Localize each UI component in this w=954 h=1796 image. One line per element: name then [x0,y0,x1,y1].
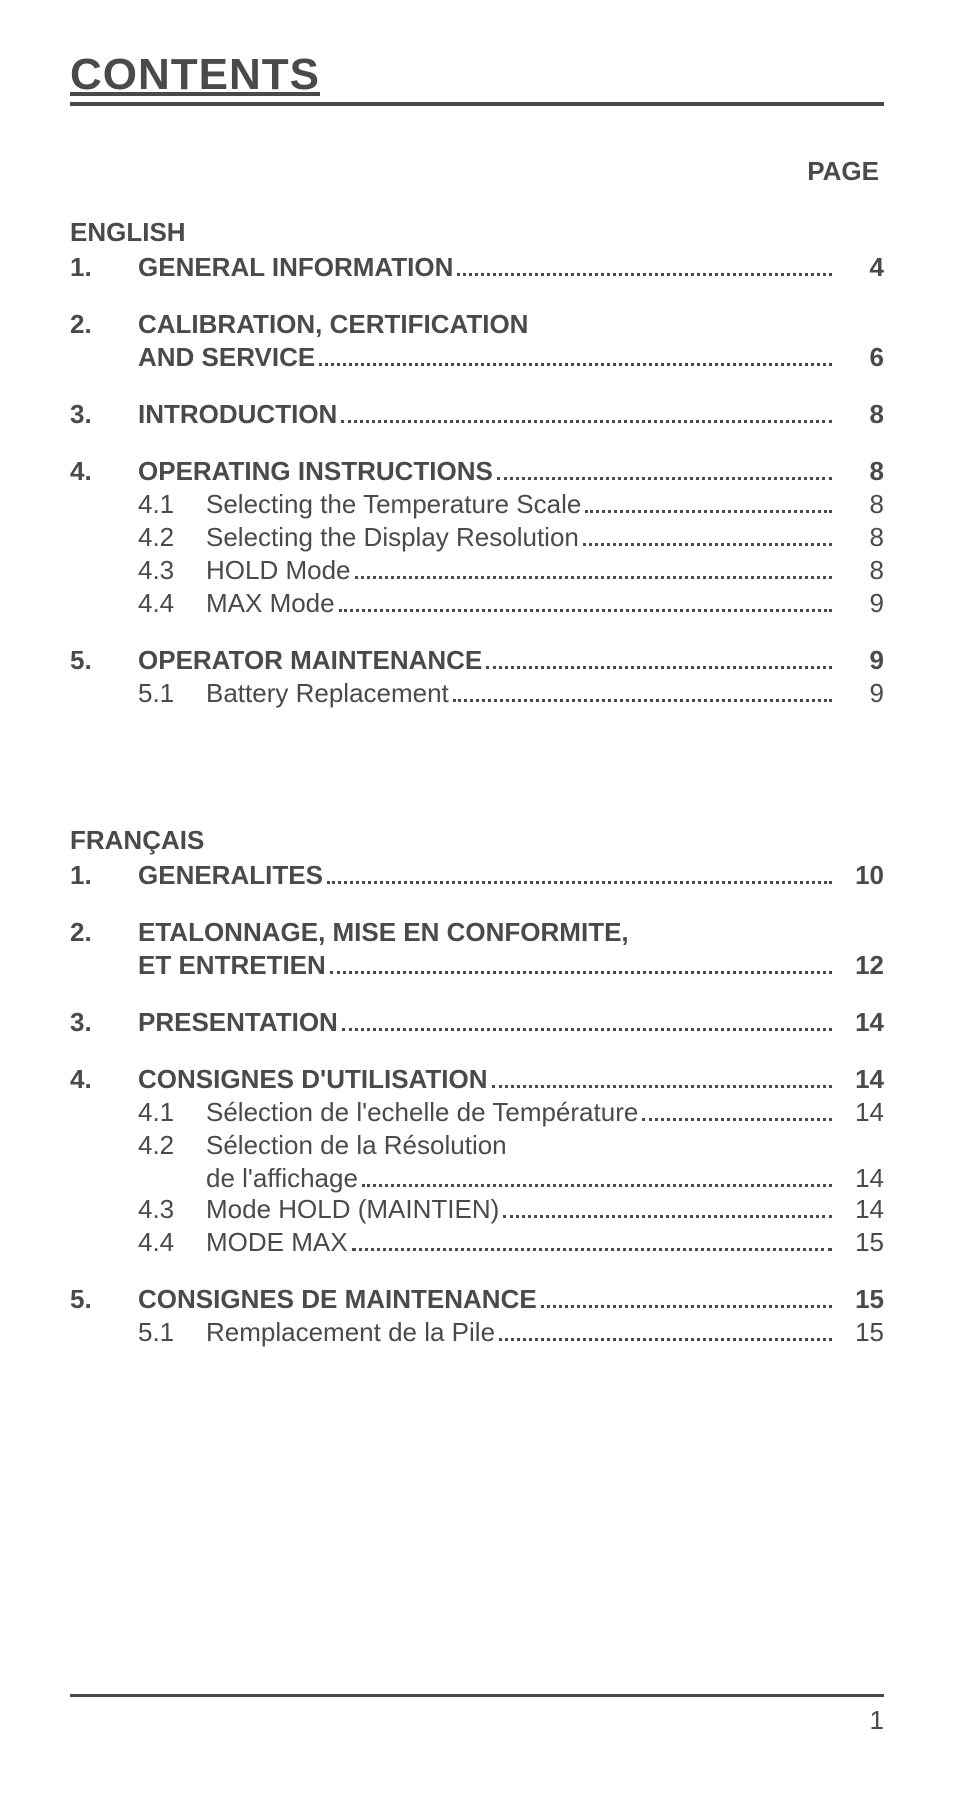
toc-subentry-text: Mode HOLD (MAINTIEN) [206,1194,499,1225]
toc-subentry-page: 9 [838,678,884,709]
toc-subentry-number: 4.4 [138,1227,206,1258]
toc-entry-text: CONSIGNES DE MAINTENANCE [138,1284,537,1315]
toc-entry-text: OPERATING INSTRUCTIONS [138,456,493,487]
toc-entry-number: 2. [70,917,138,948]
page-number: 1 [870,1705,884,1735]
toc-leader-dots [503,1205,832,1218]
toc-entry-text: PRESENTATION [138,1007,338,1038]
page-footer: 1 [70,1694,884,1736]
toc-subentry-text: Selecting the Temperature Scale [206,489,581,520]
toc-entry-page: 4 [838,252,884,283]
toc-entry-text: GENERAL INFORMATION [138,252,453,283]
toc-entry-page: 12 [838,950,884,981]
toc-entry-number: 1. [70,252,138,283]
toc-subentry-text: Remplacement de la Pile [206,1317,495,1348]
toc-entry-number: 1. [70,860,138,891]
toc-leader-dots [355,566,833,579]
toc-subentry-page: 8 [838,489,884,520]
toc-entry-page: 14 [838,1064,884,1095]
toc-subentry-text: Selecting the Display Resolution [206,522,579,553]
toc-subentry-number: 4.2 [138,1130,206,1161]
toc-leader-dots [642,1108,832,1121]
toc-leader-dots [541,1295,832,1308]
toc-entry-number: 3. [70,1007,138,1038]
toc-entry-text-line2: AND SERVICE [138,342,315,373]
toc-leader-dots [486,656,832,669]
toc-leader-dots [362,1174,832,1187]
toc-leader-dots [499,1328,832,1341]
toc-entry-page: 9 [838,645,884,676]
table-of-contents: ENGLISH1.GENERAL INFORMATION42.CALIBRATI… [70,217,884,1348]
toc-subentry-page: 15 [838,1227,884,1258]
toc-subentry-text: Sélection de la Résolution [206,1130,507,1161]
toc-entry-page: 6 [838,342,884,373]
toc-subentry-page: 9 [838,588,884,619]
toc-entry-number: 4. [70,456,138,487]
toc-entry-page: 15 [838,1284,884,1315]
toc-leader-dots [330,961,832,974]
toc-subentry-text: Battery Replacement [206,678,449,709]
toc-subentry-text: MODE MAX [206,1227,348,1258]
toc-subentry-number: 5.1 [138,1317,206,1348]
toc-entry-number: 3. [70,399,138,430]
toc-entry-text: CALIBRATION, CERTIFICATION [138,309,528,340]
toc-subentry-page: 14 [838,1163,884,1194]
toc-leader-dots [492,1075,833,1088]
toc-leader-dots [342,1018,832,1031]
toc-subentry-number: 4.3 [138,1194,206,1225]
toc-subentry-number: 4.1 [138,1097,206,1128]
toc-entry-text: OPERATOR MAINTENANCE [138,645,482,676]
toc-leader-dots [497,467,832,480]
language-heading: FRANÇAIS [70,825,884,856]
toc-subentry-page: 14 [838,1194,884,1225]
toc-leader-dots [457,263,832,276]
toc-entry-page: 14 [838,1007,884,1038]
toc-subentry-number: 4.2 [138,522,206,553]
toc-subentry-text: HOLD Mode [206,555,351,586]
toc-entry-page: 8 [838,399,884,430]
toc-entry-text: ETALONNAGE, MISE EN CONFORMITE, [138,917,629,948]
toc-leader-dots [453,689,832,702]
toc-subentry-page: 8 [838,555,884,586]
toc-subentry-page: 15 [838,1317,884,1348]
language-heading: ENGLISH [70,217,884,248]
toc-leader-dots [327,871,832,884]
toc-entry-number: 5. [70,1284,138,1315]
toc-leader-dots [585,500,832,513]
contents-title: CONTENTS [70,50,884,106]
toc-entry-text: CONSIGNES D'UTILISATION [138,1064,488,1095]
toc-subentry-page: 8 [838,522,884,553]
toc-leader-dots [319,353,832,366]
toc-leader-dots [583,533,832,546]
toc-subentry-text: Sélection de l'echelle de Température [206,1097,638,1128]
toc-entry-number: 5. [70,645,138,676]
toc-leader-dots [341,410,832,423]
toc-subentry-page: 14 [838,1097,884,1128]
toc-leader-dots [352,1238,832,1251]
toc-subentry-number: 4.4 [138,588,206,619]
toc-entry-page: 8 [838,456,884,487]
toc-subentry-text: MAX Mode [206,588,335,619]
toc-entry-page: 10 [838,860,884,891]
toc-subentry-number: 4.3 [138,555,206,586]
toc-subentry-number: 5.1 [138,678,206,709]
toc-entry-text: INTRODUCTION [138,399,337,430]
toc-entry-number: 4. [70,1064,138,1095]
toc-subentry-text-line2: de l'affichage [206,1163,358,1194]
page-column-header: PAGE [70,156,884,187]
toc-entry-number: 2. [70,309,138,340]
toc-leader-dots [339,599,832,612]
toc-entry-text-line2: ET ENTRETIEN [138,950,326,981]
toc-subentry-number: 4.1 [138,489,206,520]
toc-entry-text: GENERALITES [138,860,323,891]
